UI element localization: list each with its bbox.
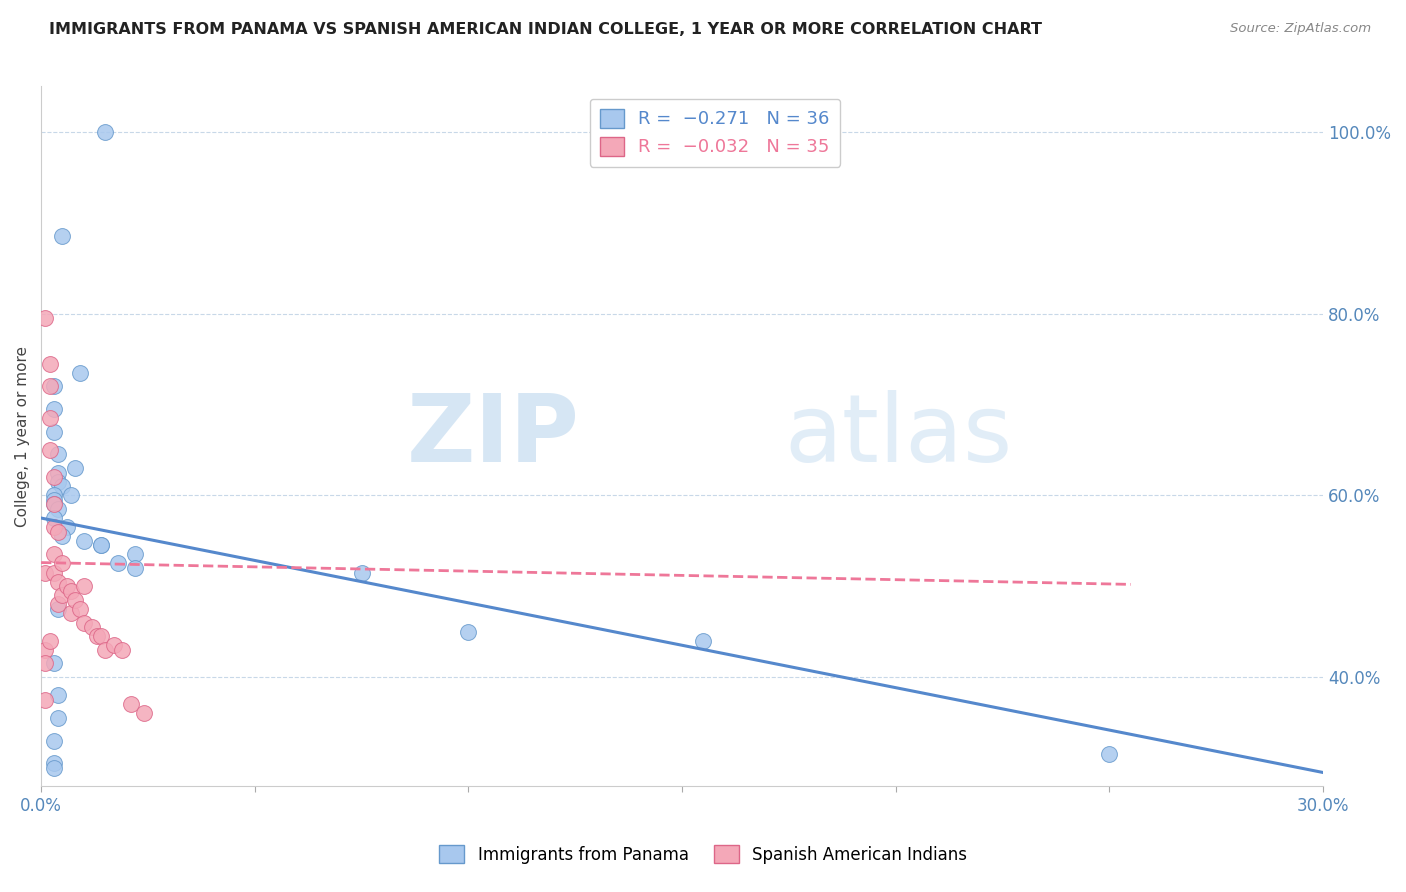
Point — [55, 520, 77, 534]
Point — [46, 688, 69, 702]
Point — [457, 624, 479, 639]
Point — [38, 442, 60, 457]
Point — [46, 447, 69, 461]
Point — [86, 629, 108, 643]
Point — [38, 357, 60, 371]
Point — [46, 574, 69, 589]
Point — [42, 511, 65, 525]
Point — [42, 425, 65, 439]
Point — [90, 538, 112, 552]
Point — [42, 497, 65, 511]
Point — [90, 538, 112, 552]
Point — [60, 607, 83, 621]
Point — [42, 520, 65, 534]
Point — [42, 756, 65, 771]
Point — [82, 620, 104, 634]
Point — [132, 706, 155, 721]
Point — [42, 402, 65, 417]
Point — [42, 379, 65, 393]
Point — [51, 588, 73, 602]
Point — [42, 488, 65, 502]
Point — [65, 592, 87, 607]
Point — [46, 711, 69, 725]
Legend: R =  −0.271   N = 36, R =  −0.032   N = 35: R = −0.271 N = 36, R = −0.032 N = 35 — [589, 98, 841, 167]
Text: atlas: atlas — [785, 391, 1012, 483]
Y-axis label: College, 1 year or more: College, 1 year or more — [15, 346, 30, 527]
Point — [94, 642, 117, 657]
Point — [46, 598, 69, 612]
Point — [51, 529, 73, 543]
Point — [46, 602, 69, 616]
Point — [73, 579, 96, 593]
Point — [34, 566, 56, 580]
Point — [34, 642, 56, 657]
Text: Source: ZipAtlas.com: Source: ZipAtlas.com — [1230, 22, 1371, 36]
Point — [124, 561, 146, 575]
Point — [46, 502, 69, 516]
Point — [124, 548, 146, 562]
Point — [69, 366, 91, 380]
Point — [46, 466, 69, 480]
Text: ZIP: ZIP — [406, 391, 579, 483]
Point — [38, 411, 60, 425]
Point — [90, 629, 112, 643]
Point — [42, 566, 65, 580]
Point — [60, 488, 83, 502]
Point — [46, 524, 69, 539]
Point — [55, 579, 77, 593]
Point — [51, 557, 73, 571]
Point — [34, 657, 56, 671]
Point — [692, 633, 714, 648]
Point — [73, 533, 96, 548]
Point — [103, 638, 125, 652]
Point — [42, 657, 65, 671]
Point — [34, 311, 56, 326]
Point — [51, 229, 73, 244]
Point — [73, 615, 96, 630]
Point — [111, 642, 134, 657]
Text: IMMIGRANTS FROM PANAMA VS SPANISH AMERICAN INDIAN COLLEGE, 1 YEAR OR MORE CORREL: IMMIGRANTS FROM PANAMA VS SPANISH AMERIC… — [49, 22, 1042, 37]
Point — [1098, 747, 1121, 762]
Point — [42, 733, 65, 747]
Point — [107, 557, 129, 571]
Point — [51, 479, 73, 493]
Point — [350, 566, 373, 580]
Point — [120, 698, 142, 712]
Point — [60, 583, 83, 598]
Point — [65, 461, 87, 475]
Point — [42, 548, 65, 562]
Point — [38, 379, 60, 393]
Point — [42, 761, 65, 775]
Point — [42, 492, 65, 507]
Point — [34, 693, 56, 707]
Point — [46, 475, 69, 489]
Point — [42, 497, 65, 511]
Point — [38, 633, 60, 648]
Legend: Immigrants from Panama, Spanish American Indians: Immigrants from Panama, Spanish American… — [433, 838, 973, 871]
Point — [42, 470, 65, 484]
Point — [69, 602, 91, 616]
Point — [94, 125, 117, 139]
